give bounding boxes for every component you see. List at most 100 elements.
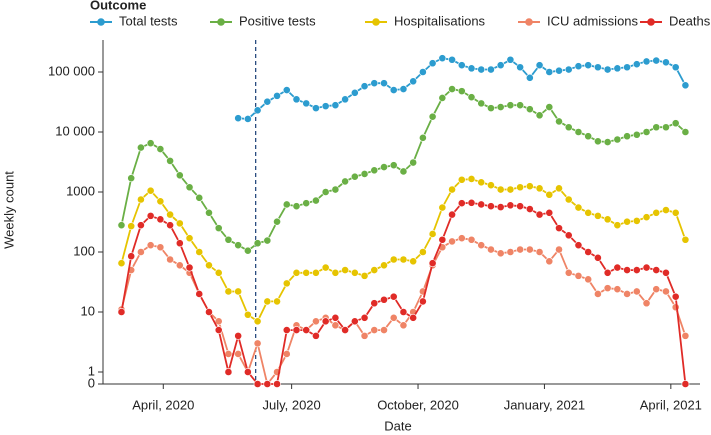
data-point [564, 123, 573, 132]
data-point [312, 331, 320, 340]
data-point [516, 245, 525, 254]
data-point [535, 111, 544, 120]
data-point [137, 143, 145, 152]
data-point [477, 178, 486, 187]
data-point [428, 259, 437, 268]
data-point [632, 216, 641, 225]
y-axis-label: Weekly count [1, 171, 16, 249]
data-point [389, 255, 398, 264]
data-point [506, 201, 515, 210]
data-point [166, 255, 174, 264]
data-point [642, 263, 651, 272]
data-point [555, 117, 563, 126]
data-point [564, 268, 573, 277]
data-point [331, 185, 340, 194]
data-point [516, 202, 525, 211]
data-point [312, 104, 320, 113]
data-point [438, 235, 447, 244]
data-point [302, 99, 311, 108]
data-point [214, 268, 223, 277]
data-point [253, 380, 262, 388]
data-point [341, 326, 350, 334]
data-point [253, 317, 262, 326]
y-tick-label: 1 [88, 363, 95, 378]
data-point [282, 326, 291, 334]
data-point [496, 203, 505, 212]
data-point [214, 326, 223, 334]
data-point [321, 188, 330, 196]
data-point [671, 63, 680, 72]
data-point [282, 200, 291, 209]
y-tick-label: 1000 [66, 183, 95, 198]
data-point [224, 235, 233, 244]
data-point [632, 266, 641, 274]
data-point [175, 239, 184, 248]
data-point [380, 163, 388, 172]
data-point [146, 186, 155, 195]
data-point [380, 295, 388, 304]
data-point [516, 183, 525, 192]
data-point [409, 158, 418, 167]
data-point [263, 97, 272, 106]
data-point [399, 85, 408, 93]
data-point [671, 208, 680, 217]
x-axis-label: Date [384, 418, 411, 433]
data-point [234, 350, 243, 358]
data-point [263, 380, 272, 388]
data-point [642, 57, 651, 66]
data-point [156, 243, 165, 252]
data-point [623, 217, 631, 226]
data-point [584, 132, 593, 141]
data-point [360, 271, 369, 280]
legend-label: Total tests [119, 13, 178, 28]
data-point [457, 175, 466, 184]
data-point [137, 195, 145, 204]
legend-label: ICU admissions [547, 13, 639, 28]
data-point [535, 248, 544, 256]
data-point [594, 63, 602, 72]
data-point [506, 248, 515, 256]
data-point [331, 313, 340, 322]
legend-marker [372, 18, 380, 26]
data-point [613, 263, 622, 272]
data-point [243, 368, 252, 376]
data-point [127, 252, 136, 261]
data-point [555, 184, 563, 193]
data-point [564, 65, 573, 74]
data-point [243, 115, 252, 123]
data-point [681, 331, 690, 340]
data-point [467, 175, 476, 183]
data-point [496, 103, 505, 112]
data-point [370, 166, 379, 175]
data-point [389, 292, 398, 301]
data-point [496, 249, 505, 258]
data-point [662, 206, 670, 214]
data-point [273, 217, 281, 226]
data-point [127, 174, 136, 183]
data-point [525, 245, 534, 254]
data-point [594, 290, 602, 298]
data-point [341, 266, 350, 274]
data-point [282, 86, 291, 94]
data-point [292, 326, 301, 334]
data-point [234, 287, 243, 296]
data-point [380, 326, 388, 334]
data-point [331, 268, 340, 277]
data-point [525, 73, 534, 82]
data-point [487, 65, 495, 74]
data-point [302, 268, 311, 277]
data-point [525, 205, 534, 213]
data-point [234, 114, 243, 123]
data-point [594, 211, 602, 220]
data-point [292, 95, 301, 104]
data-point [350, 317, 359, 326]
data-point [662, 123, 670, 132]
data-point [253, 339, 262, 348]
data-point [370, 299, 379, 308]
data-point [360, 170, 369, 178]
data-point [662, 287, 670, 296]
data-point [389, 86, 398, 94]
data-point [360, 82, 369, 91]
data-point [146, 211, 155, 220]
